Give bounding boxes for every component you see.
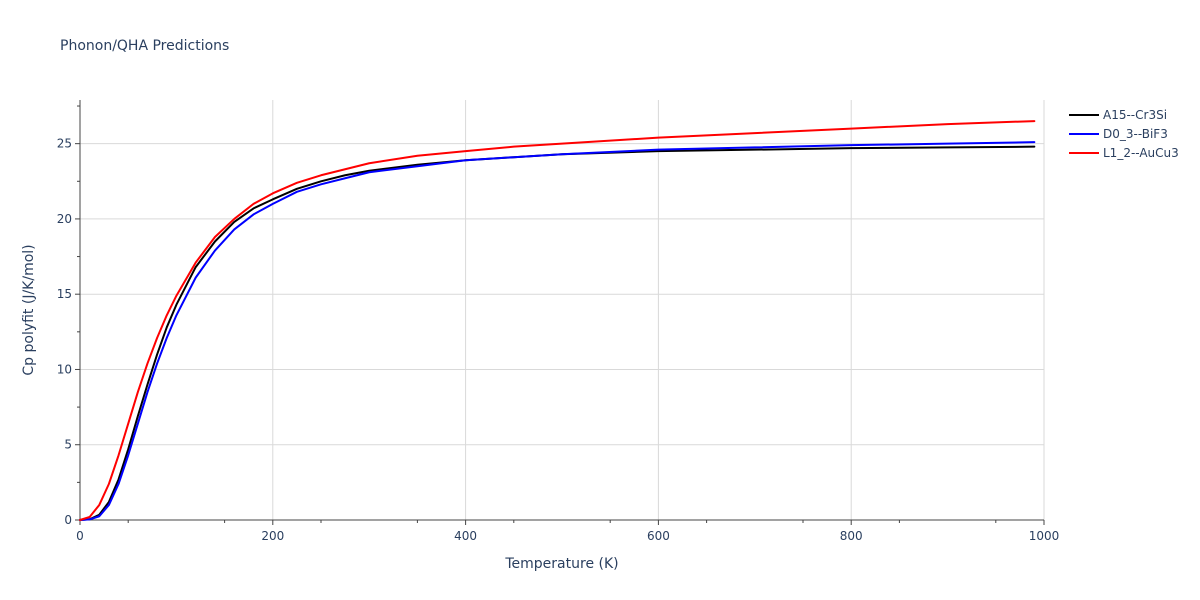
y-tick-label: 10	[57, 362, 72, 376]
x-tick-label: 800	[840, 529, 863, 543]
x-tick-label: 200	[261, 529, 284, 543]
legend-label: A15--Cr3Si	[1103, 108, 1167, 122]
y-tick-label: 5	[64, 438, 72, 452]
x-tick-label: 0	[76, 529, 84, 543]
y-axis-title: Cp polyfit (J/K/mol)	[21, 244, 37, 375]
legend: A15--Cr3Si D0_3--BiF3 L1_2--AuCu3	[1069, 108, 1179, 160]
x-tick-label: 400	[454, 529, 477, 543]
legend-label: D0_3--BiF3	[1103, 127, 1168, 141]
chart-title: Phonon/QHA Predictions	[60, 38, 229, 54]
series-line-2	[79, 120, 1036, 521]
x-tick-label: 600	[647, 529, 670, 543]
x-tick-label: 1000	[1029, 529, 1060, 543]
grid-layer	[80, 100, 1045, 520]
y-tick-label: 0	[64, 513, 72, 527]
series-layer	[79, 120, 1036, 521]
y-tick-label: 25	[57, 137, 72, 151]
legend-label: L1_2--AuCu3	[1103, 146, 1179, 160]
y-tick-label: 15	[57, 287, 72, 301]
series-line-1	[79, 141, 1036, 521]
y-tick-label: 20	[57, 212, 72, 226]
tick-layer: 0 200 400 600 800 1000 0 5 10 15 20 25	[57, 105, 1060, 543]
x-axis-title: Temperature (K)	[504, 556, 618, 572]
axes-layer	[79, 100, 1044, 521]
